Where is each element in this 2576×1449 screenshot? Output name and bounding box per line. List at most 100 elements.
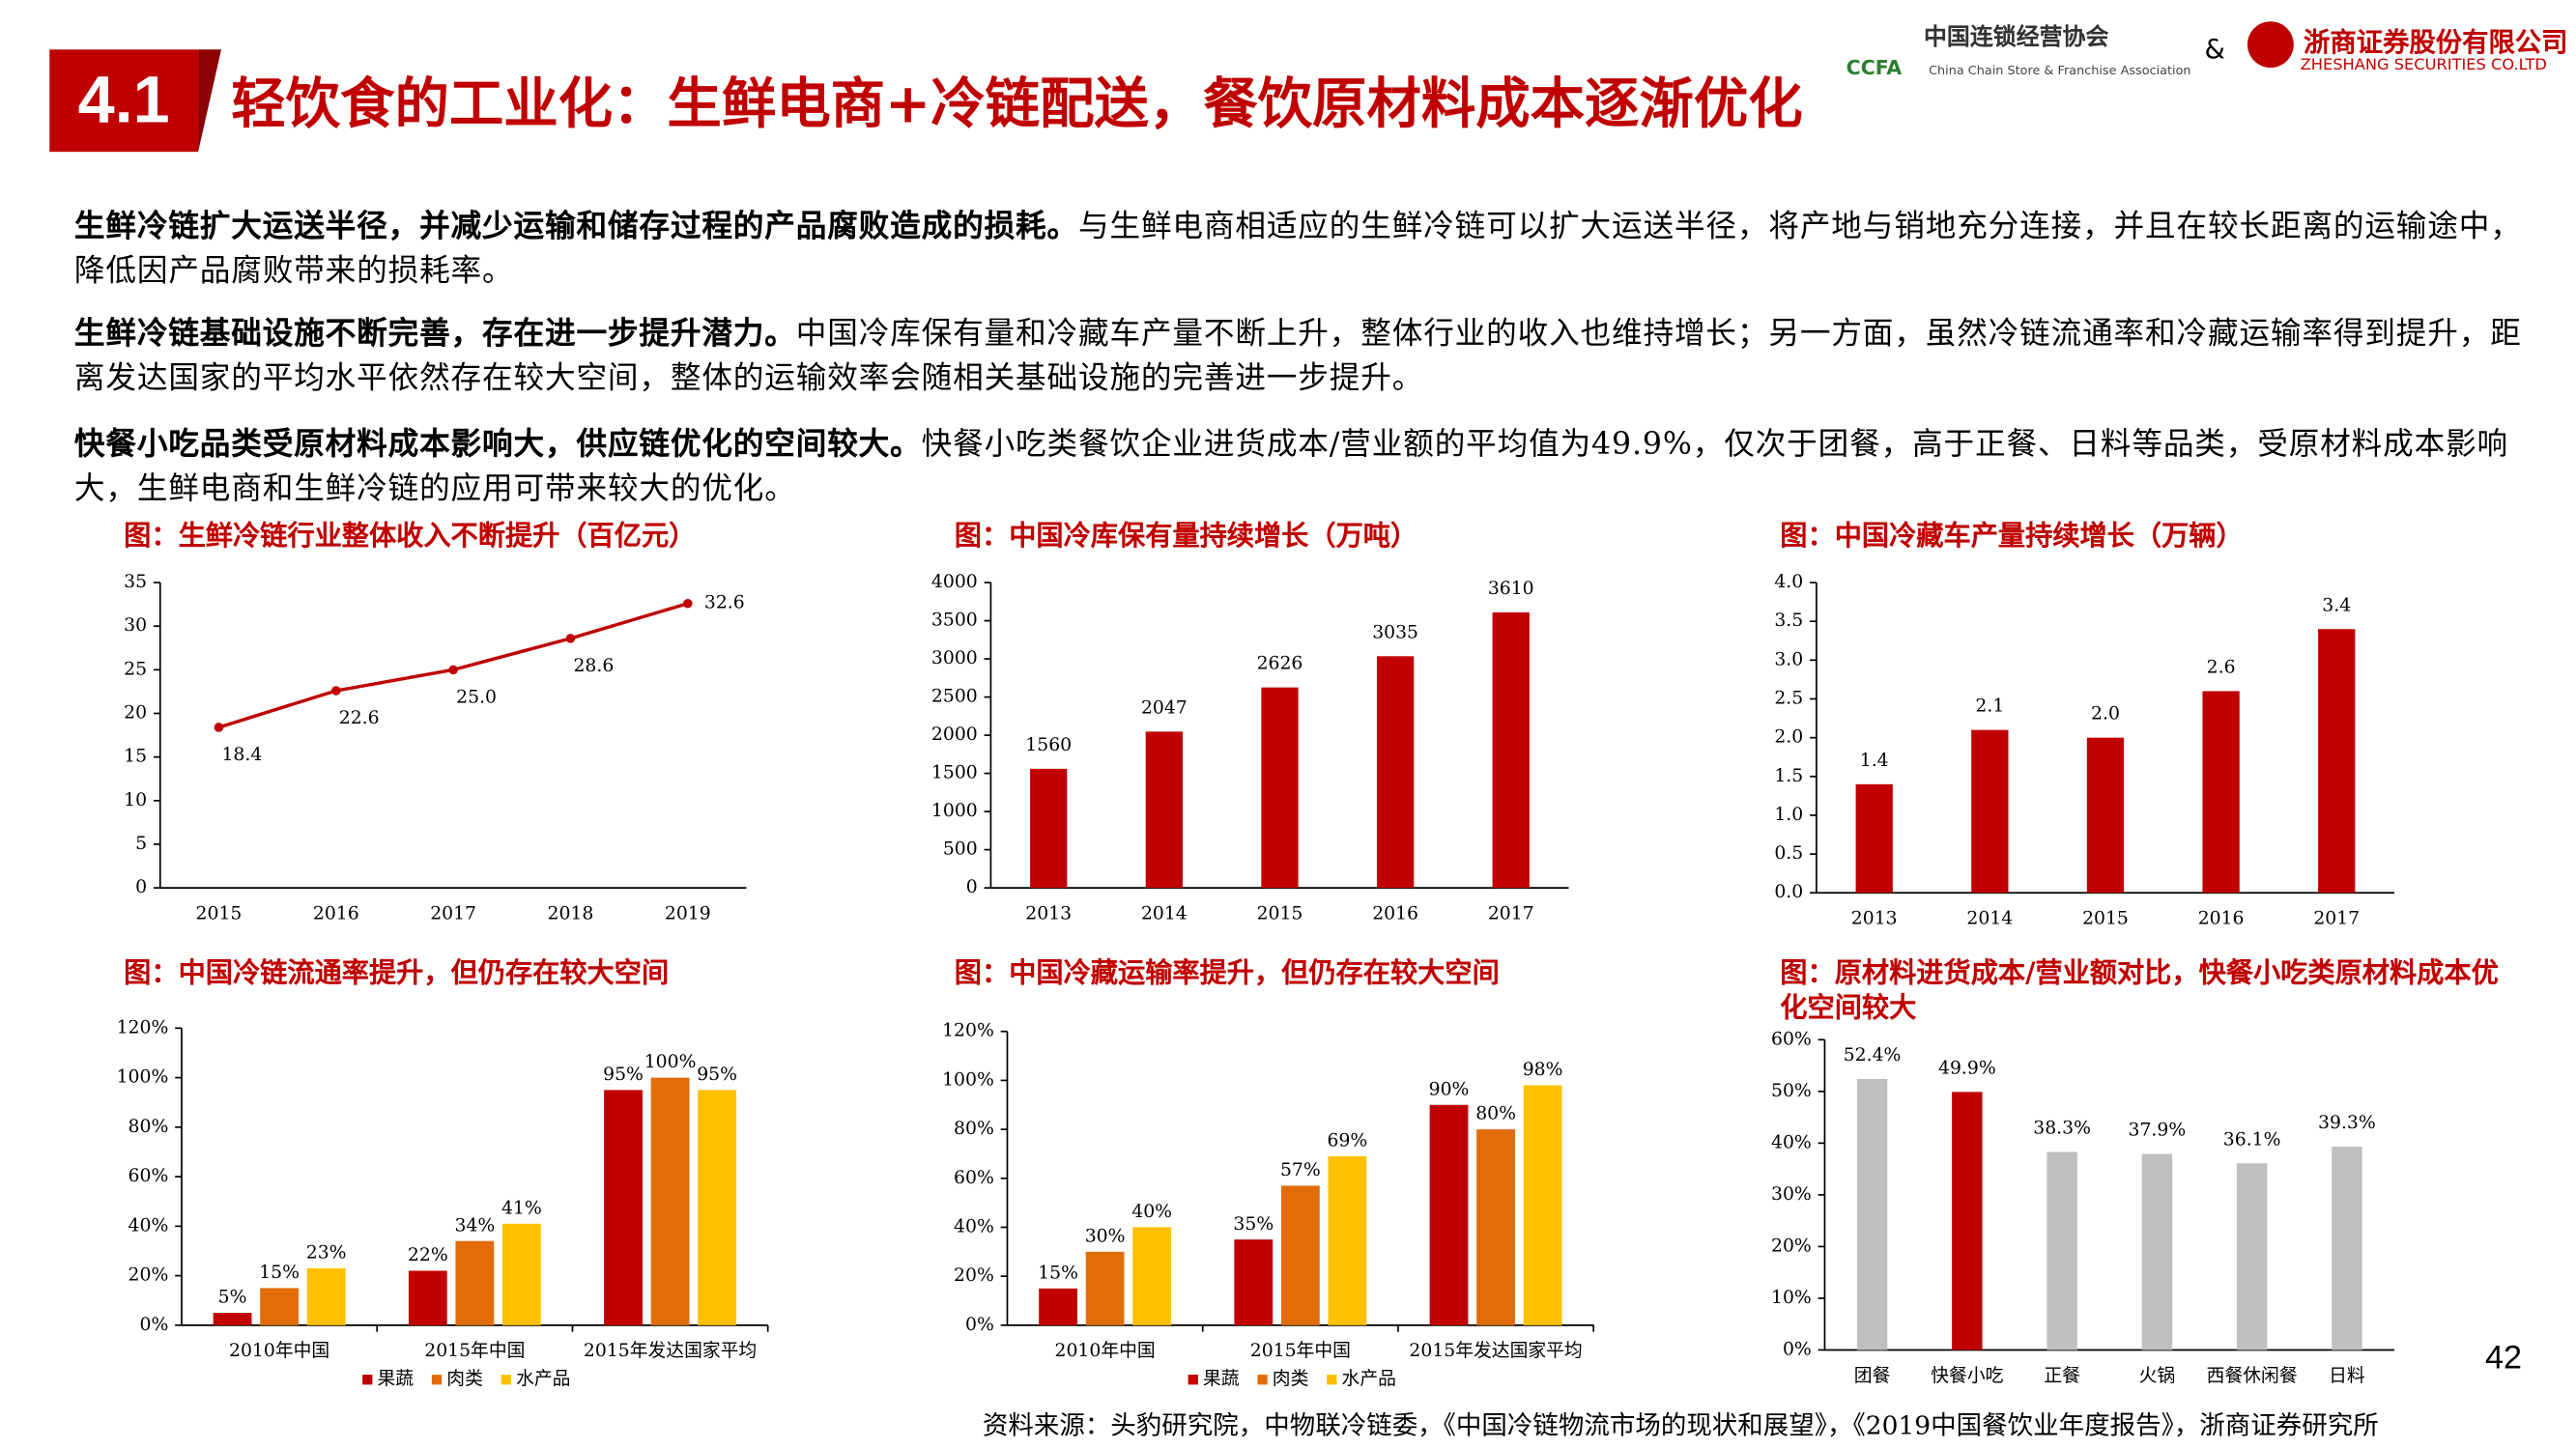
value-label: 39.3% (2318, 1113, 2376, 1133)
bar (2141, 1153, 2173, 1350)
bar (698, 1090, 737, 1325)
bar (213, 1313, 252, 1325)
value-label: 34% (454, 1215, 495, 1236)
y-tick-label: 50% (1771, 1081, 1812, 1101)
x-tick-label: 2016 (1372, 903, 1418, 923)
x-tick-label: 2014 (1966, 909, 2013, 929)
point (448, 665, 458, 675)
x-tick-label: 2015年中国 (1250, 1340, 1351, 1361)
slide-title: 轻饮食的工业化：生鲜电商+冷链配送，餐饮原材料成本逐渐优化 (231, 71, 1803, 136)
y-tick-label: 20% (129, 1265, 169, 1286)
bar (306, 1267, 346, 1325)
y-tick-label: 1000 (931, 801, 978, 821)
x-tick-label: 团餐 (1854, 1365, 1891, 1386)
legend-label: 果蔬 (1203, 1368, 1240, 1389)
x-tick-label: 2010年中国 (1055, 1340, 1156, 1361)
y-tick-label: 30% (1771, 1184, 1812, 1205)
para-text: 中国冷库保有量和冷藏车产量不断上升，整体行业的收入也维持增长；另一方面，虽然冷链… (73, 317, 2522, 397)
y-tick-label: 80% (129, 1117, 169, 1137)
value-label: 30% (1085, 1226, 1126, 1246)
y-tick-label: 20% (954, 1265, 994, 1286)
point (330, 686, 341, 696)
value-label: 2.1 (1975, 696, 2004, 717)
x-tick-label: 2010年中国 (229, 1340, 329, 1361)
value-label: 28.6 (573, 656, 614, 676)
x-tick-label: 2013 (1851, 909, 1898, 929)
x-tick-label: 2015 (1257, 903, 1303, 923)
header-decor (198, 49, 222, 153)
para-text: 快餐小吃类餐饮企业进货成本/营业额的平均值为49.9%，仅次于团餐，高于正餐、日… (73, 427, 2509, 507)
legend-swatch (501, 1375, 511, 1385)
x-tick-label: 2016 (313, 903, 359, 923)
paragraph: 生鲜冷链基础设施不断完善，存在进一步提升潜力。中国冷库保有量和冷藏车产量不断上升… (74, 312, 2534, 401)
x-tick-label: 火锅 (2139, 1365, 2176, 1386)
y-tick-label: 3.0 (1774, 649, 1803, 669)
bar (1039, 1288, 1077, 1325)
value-label: 32.6 (704, 593, 745, 613)
chart-title: 图：中国冷藏运输率提升，但仍存在较大空间 (954, 956, 1500, 989)
y-tick-label: 500 (943, 839, 978, 860)
bar (1280, 1185, 1320, 1325)
bar (1328, 1155, 1367, 1325)
x-tick-label: 正餐 (2044, 1365, 2080, 1386)
y-tick-label: 0 (135, 877, 147, 897)
ampersand: & (2204, 33, 2225, 65)
value-label: 95% (697, 1065, 737, 1085)
source-note: 资料来源：头豹研究院，中物联冷链委，《中国冷链物流市场的现状和展望》，《2019… (982, 1410, 2379, 1441)
para-lead: 生鲜冷链基础设施不断完善，存在进一步提升潜力。 (73, 317, 796, 352)
y-tick-label: 4000 (931, 572, 978, 592)
bar (2318, 629, 2356, 894)
y-tick-label: 60% (129, 1166, 169, 1186)
y-tick-label: 120% (117, 1017, 169, 1037)
x-tick-label: 2015年发达国家平均 (1409, 1340, 1582, 1361)
y-tick-label: 60% (1771, 1029, 1812, 1049)
y-tick-label: 2.5 (1774, 689, 1803, 709)
chart-title: 图：中国冷链流通率提升，但仍存在较大空间 (124, 956, 670, 989)
bar (1376, 656, 1415, 889)
y-tick-label: 3.5 (1774, 611, 1803, 631)
legend-swatch (1188, 1375, 1198, 1385)
x-tick-label: 2015 (2082, 909, 2129, 929)
chart-title: 图：原材料进货成本/营业额对比，快餐小吃类原材料成本优化空间较大 (1780, 956, 2499, 1024)
value-label: 37.9% (2129, 1121, 2187, 1141)
bar (1952, 1092, 1983, 1350)
bar (1234, 1239, 1274, 1325)
value-label: 57% (1280, 1160, 1321, 1180)
x-tick-label: 2013 (1025, 903, 1072, 923)
value-label: 1560 (1025, 735, 1072, 755)
legend-swatch (431, 1375, 443, 1385)
value-label: 22% (408, 1245, 448, 1265)
value-label: 100% (644, 1052, 697, 1072)
bar (2086, 737, 2125, 894)
y-tick-label: 0% (1783, 1339, 1812, 1359)
value-label: 3035 (1372, 622, 1418, 642)
y-tick-label: 1500 (931, 763, 978, 783)
legend-swatch (1257, 1375, 1268, 1385)
x-tick-label: 2015年发达国家平均 (584, 1340, 757, 1361)
bar (260, 1288, 300, 1325)
y-tick-label: 3500 (931, 611, 978, 631)
legend-label: 肉类 (446, 1368, 483, 1389)
bar (1855, 783, 1893, 894)
value-label: 2.0 (2091, 704, 2120, 724)
bar (2046, 1151, 2077, 1350)
point (214, 723, 224, 732)
x-tick-label: 日料 (2329, 1365, 2365, 1386)
bar (455, 1240, 495, 1325)
bar (1429, 1104, 1469, 1325)
bar (1145, 731, 1183, 889)
value-label: 23% (306, 1243, 347, 1264)
y-tick-label: 5 (135, 834, 147, 854)
para-lead: 快餐小吃品类受原材料成本影响大，供应链优化的空间较大。 (73, 427, 922, 463)
y-tick-label: 20 (124, 703, 147, 724)
value-label: 25.0 (456, 687, 497, 707)
y-tick-label: 20% (1771, 1236, 1812, 1256)
x-tick-label: 2014 (1141, 903, 1188, 923)
value-label: 3610 (1488, 579, 1534, 599)
y-tick-label: 0% (965, 1315, 994, 1335)
x-tick-label: 2017 (1488, 903, 1534, 923)
logo2-cn: 浙商证券股份有限公司 (2304, 26, 2568, 58)
value-label: 2626 (1257, 654, 1303, 674)
